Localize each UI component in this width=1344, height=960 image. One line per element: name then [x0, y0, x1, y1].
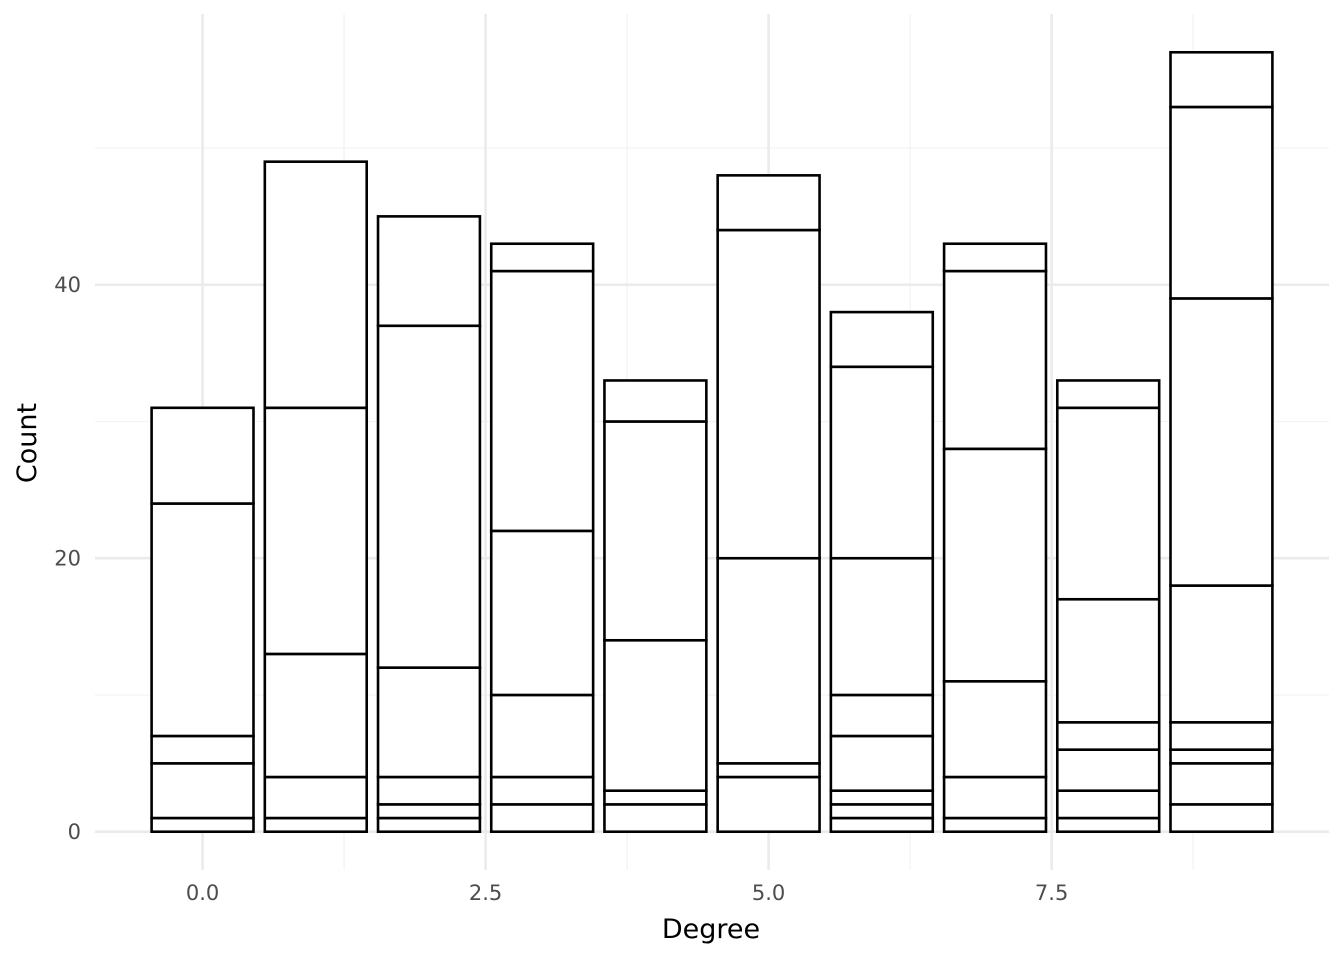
bar-segment	[942, 447, 1048, 683]
bar-segment	[1169, 50, 1274, 109]
bar-segment	[1169, 584, 1274, 724]
bar-segment	[1055, 379, 1161, 410]
bar-segment	[716, 174, 821, 232]
bar-segment	[263, 775, 369, 820]
bar-segment	[376, 666, 482, 779]
bar-segment	[150, 816, 255, 834]
bar-segment	[603, 379, 708, 423]
bar-segment	[1169, 721, 1274, 751]
bar-stack	[829, 310, 935, 834]
y-tick-label: 0	[68, 820, 81, 844]
bar-segment	[150, 502, 255, 738]
bar-segment	[1055, 748, 1161, 792]
bar-segment	[376, 215, 482, 328]
bar-segment	[716, 556, 821, 765]
bar-segment	[1055, 406, 1161, 601]
bar-segment	[1169, 297, 1274, 587]
bar-segment	[1169, 105, 1274, 300]
bar-segment	[716, 228, 821, 560]
x-axis-title: Degree	[662, 914, 760, 945]
bar-segment	[942, 816, 1048, 834]
bar-segment	[829, 310, 935, 369]
y-tick-label: 40	[54, 273, 81, 297]
bar-stack	[942, 242, 1048, 834]
bar-segment	[716, 762, 821, 779]
bar-segment	[263, 652, 369, 779]
bar-segment	[376, 816, 482, 834]
x-axis-tick-labels: 0.0 2.5 5.0 7.5	[186, 881, 1068, 905]
bar-segment	[1169, 748, 1274, 765]
bar-segment	[829, 693, 935, 738]
bar-segment	[1169, 803, 1274, 834]
bar-segment	[376, 803, 482, 820]
y-axis-tick-labels: 0 20 40	[54, 273, 81, 844]
bar-segment	[489, 803, 595, 834]
bar-segment	[603, 789, 708, 806]
bar-segment	[942, 269, 1048, 451]
bar-segment	[942, 775, 1048, 820]
bar-segment	[829, 734, 935, 792]
bar-segment	[603, 803, 708, 834]
y-axis-title: Count	[12, 403, 43, 483]
bar-segment	[150, 734, 255, 765]
bar-segment	[1055, 721, 1161, 751]
x-tick-label: 5.0	[752, 881, 785, 905]
bar-segment	[1055, 789, 1161, 820]
bar-segment	[829, 556, 935, 697]
bar-segment	[263, 816, 369, 834]
bar-segment	[1055, 597, 1161, 724]
bar-segment	[150, 406, 255, 505]
bar-segment	[829, 803, 935, 820]
bar-segment	[829, 789, 935, 806]
bar-segment	[263, 160, 369, 410]
bar-segment	[489, 269, 595, 533]
bar-stack	[489, 242, 595, 834]
bar-segment	[489, 775, 595, 806]
bars	[150, 50, 1274, 834]
bar-stack	[263, 160, 369, 834]
bar-segment	[716, 775, 821, 834]
bar-segment	[603, 638, 708, 792]
bar-stack	[716, 174, 821, 834]
bar-segment	[150, 762, 255, 820]
bar-segment	[942, 242, 1048, 273]
bar-segment	[603, 420, 708, 642]
bar-stack	[1055, 379, 1161, 834]
bar-stack	[150, 406, 255, 834]
bar-segment	[376, 324, 482, 669]
bar-segment	[1055, 816, 1161, 834]
bar-segment	[1169, 762, 1274, 806]
bar-segment	[489, 529, 595, 697]
bar-stack	[376, 215, 482, 834]
bar-segment	[263, 406, 369, 656]
bar-segment	[942, 679, 1048, 779]
bar-stack	[603, 379, 708, 834]
bar-segment	[489, 242, 595, 273]
bar-segment	[376, 775, 482, 806]
x-tick-label: 2.5	[469, 881, 502, 905]
y-tick-label: 20	[54, 547, 81, 571]
x-tick-label: 0.0	[186, 881, 219, 905]
bar-segment	[829, 816, 935, 834]
bar-stack	[1169, 50, 1274, 834]
bar-segment	[489, 693, 595, 779]
bar-segment	[829, 365, 935, 560]
x-tick-label: 7.5	[1035, 881, 1068, 905]
